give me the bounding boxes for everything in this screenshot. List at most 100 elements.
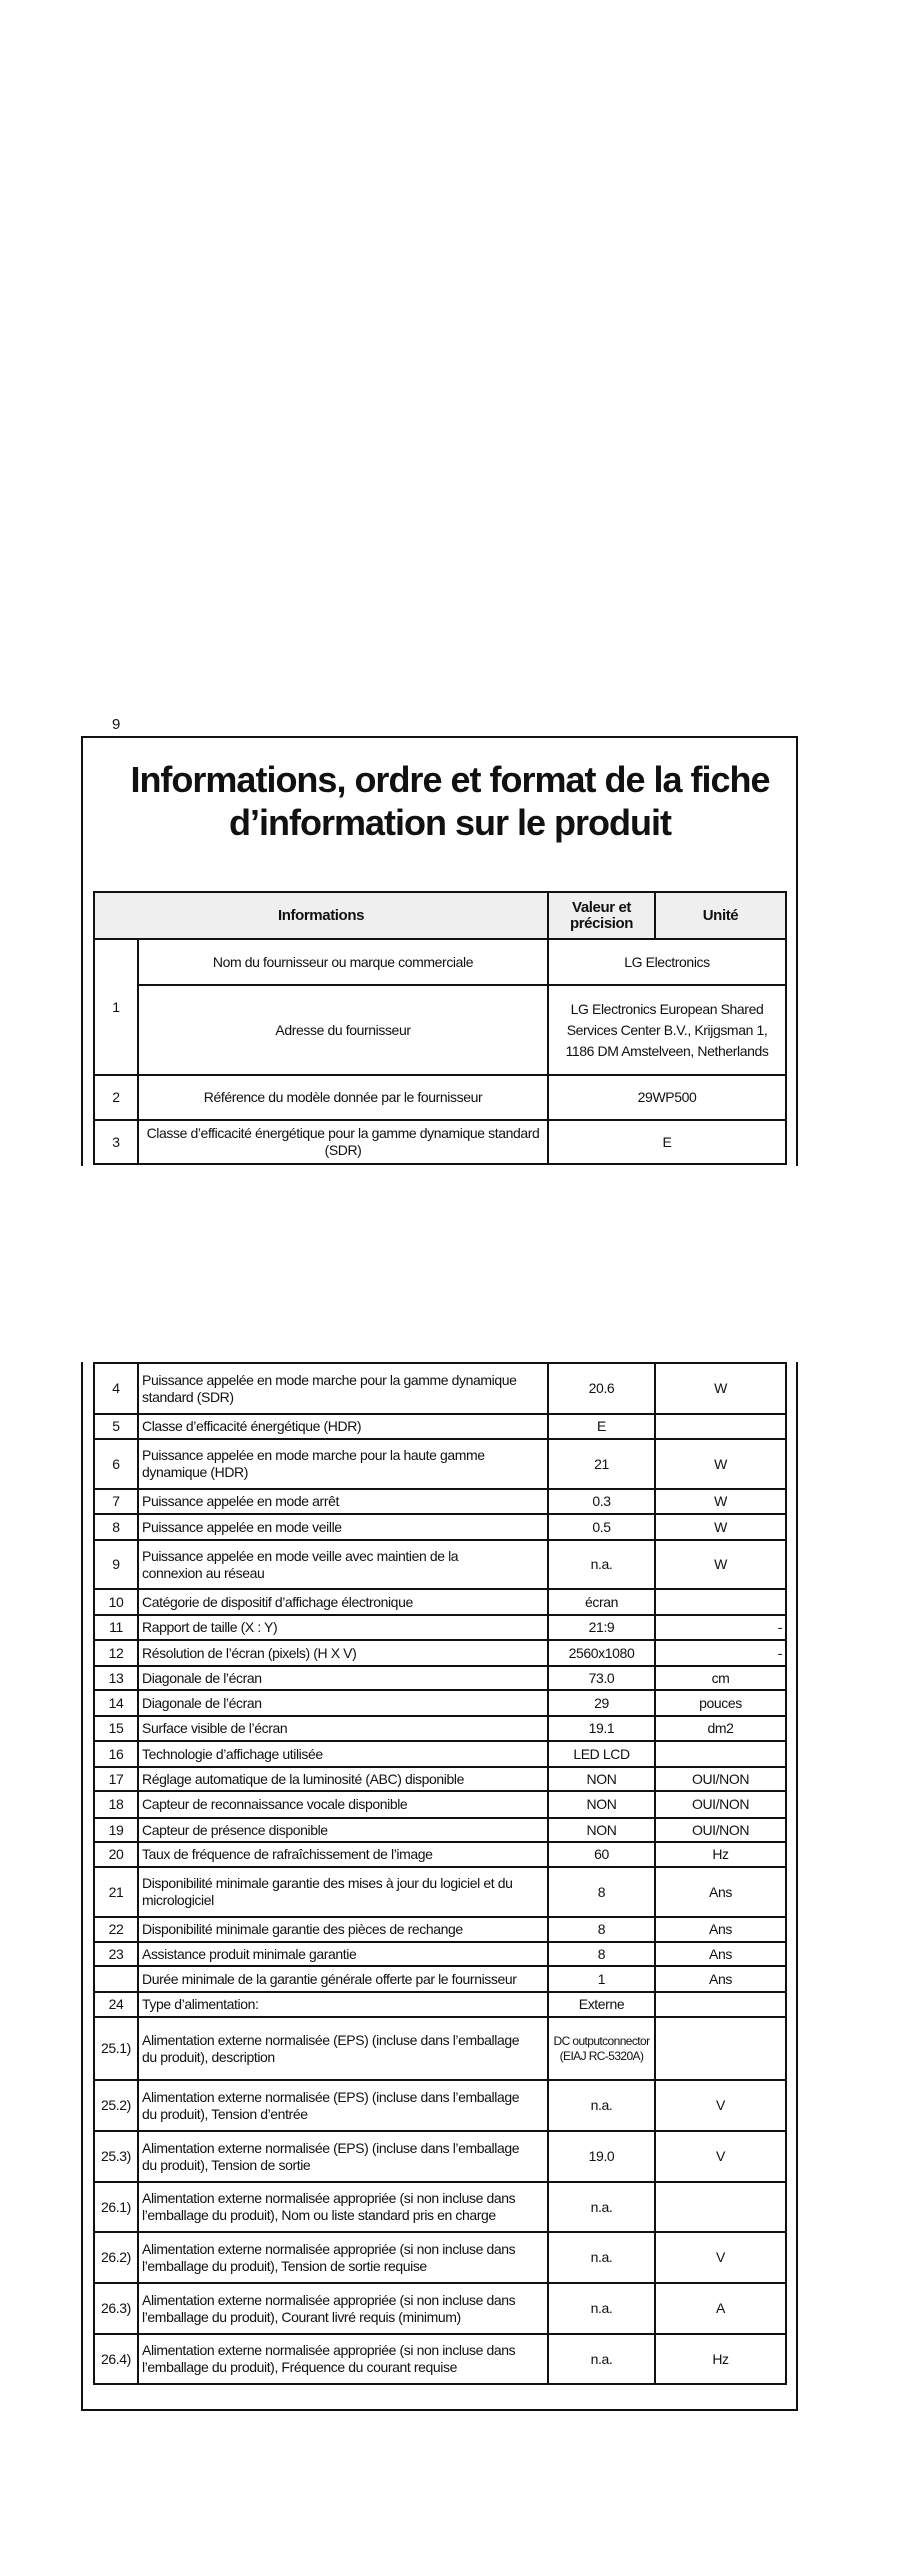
row-description: Alimentation externe normalisée (EPS) (i… — [137, 2079, 549, 2132]
row-value: 21 — [547, 1438, 656, 1490]
row-description: Disponibilité minimale garantie des pièc… — [137, 1916, 549, 1943]
row-value: 1 — [547, 1965, 656, 1993]
row-unit: Ans — [654, 1916, 787, 1943]
row-description: Assistance produit minimale garantie — [137, 1941, 549, 1967]
table-row: 14 Diagonale de l’écran 29 pouces — [93, 1689, 787, 1717]
table-row: 13 Diagonale de l’écran 73.0 cm — [93, 1665, 787, 1691]
row-number: 15 — [93, 1715, 139, 1742]
row-unit: pouces — [654, 1689, 787, 1717]
row-description: Disponibilité minimale garantie des mise… — [137, 1866, 549, 1918]
row-description: Puissance appelée en mode arrêt — [137, 1488, 549, 1515]
row-unit: Hz — [654, 1841, 787, 1868]
table-row: Adresse du fournisseur LG Electronics Eu… — [94, 984, 788, 1076]
table-row: 15 Surface visible de l’écran 19.1 dm2 — [93, 1715, 787, 1742]
row-number: 11 — [93, 1614, 139, 1641]
row-value: 19.1 — [547, 1715, 656, 1742]
row-value: 29 — [547, 1689, 656, 1717]
row-number: 26.1) — [93, 2181, 139, 2233]
row-description: Classe d’efficacité énergétique (HDR) — [137, 1413, 549, 1440]
row-value: 29WP500 — [547, 1074, 788, 1121]
row-description: Technologie d’affichage utilisée — [137, 1740, 549, 1768]
row-value: 20.6 — [547, 1362, 656, 1415]
row-number: 7 — [93, 1488, 139, 1515]
row-description: Alimentation externe normalisée appropri… — [137, 2333, 549, 2385]
row-description: Catégorie de dispositif d’affichage élec… — [137, 1588, 549, 1616]
row-number: 26.2) — [93, 2231, 139, 2284]
row-number: 26.4) — [93, 2333, 139, 2385]
table-row: 9 Puissance appelée en mode veille avec m… — [93, 1539, 787, 1590]
row-number: 25.2) — [93, 2079, 139, 2132]
row-description: Type d’alimentation: — [137, 1991, 549, 2018]
table-row: 16 Technologie d’affichage utilisée LED LC… — [93, 1740, 787, 1768]
row-number: 12 — [93, 1639, 139, 1667]
row-value: DC outputconnector (EIAJ RC-5320A) — [547, 2016, 656, 2081]
row-number: 2 — [93, 1074, 139, 1121]
table-row: 25.2) Alimentation externe normalisée (EP… — [93, 2079, 787, 2132]
table-row: 4 Puissance appelée en mode marche pour l… — [93, 1362, 787, 1415]
page-title: Informations, ordre et format de la fich… — [130, 759, 770, 843]
header-value: Valeur et précision — [547, 891, 657, 940]
table-row: 1 Nom du fournisseur ou marque commercia… — [93, 938, 788, 1076]
page-number: 9 — [112, 716, 121, 733]
row-unit — [654, 2016, 787, 2081]
row-unit: OUI/NON — [654, 1790, 787, 1819]
row-value: n.a. — [547, 2282, 656, 2335]
row-unit: OUI/NON — [654, 1817, 787, 1843]
row-number: 25.1) — [93, 2016, 139, 2081]
row-unit: - — [654, 1639, 787, 1667]
row-value: LG Electronics European Shared Services … — [547, 984, 788, 1076]
row-value: 2560x1080 — [547, 1639, 656, 1667]
row-description: Adresse du fournisseur — [136, 984, 550, 1076]
table-row: 19 Capteur de présence disponible NON OUI/N… — [93, 1817, 787, 1843]
row-value: n.a. — [547, 2231, 656, 2284]
row-number: 18 — [93, 1790, 139, 1819]
table-header-row: Informations Valeur et précision Unité — [92, 891, 788, 940]
row-number: 10 — [93, 1588, 139, 1616]
row-unit: dm2 — [654, 1715, 787, 1742]
table-row: 5 Classe d’efficacité énergétique (HDR) E — [93, 1413, 787, 1440]
row-number: 3 — [93, 1119, 139, 1165]
row-value: E — [547, 1413, 656, 1440]
row-value: 73.0 — [547, 1665, 656, 1691]
row-unit: V — [654, 2130, 787, 2183]
row-description: Classe d’efficacité énergétique pour la … — [136, 1119, 550, 1165]
row-value: 8 — [547, 1941, 656, 1967]
row-number: 16 — [93, 1740, 139, 1768]
row-value: n.a. — [547, 2079, 656, 2132]
table-row: 3 Classe d’efficacité énergétique pour l… — [93, 1119, 788, 1165]
row-unit: - — [654, 1614, 787, 1641]
row-unit: W — [654, 1362, 787, 1415]
row-value: n.a. — [547, 2333, 656, 2385]
row-number: 20 — [93, 1841, 139, 1868]
table-row: 17 Réglage automatique de la luminosité (… — [93, 1766, 787, 1792]
table-row: 20 Taux de fréquence de rafraîchissement … — [93, 1841, 787, 1868]
row-unit: Ans — [654, 1965, 787, 1993]
row-value: E — [547, 1119, 788, 1165]
row-value: 0.3 — [547, 1488, 656, 1515]
row-number: 8 — [93, 1513, 139, 1541]
row-description: Alimentation externe normalisée appropri… — [137, 2231, 549, 2284]
row-value: 8 — [547, 1866, 656, 1918]
row-value: 19.0 — [547, 2130, 656, 2183]
product-info-table-part2: 4 Puissance appelée en mode marche pour l… — [93, 1362, 787, 2385]
row-description: Diagonale de l’écran — [137, 1665, 549, 1691]
row-value: LG Electronics — [547, 938, 788, 986]
row-unit: cm — [654, 1665, 787, 1691]
row-unit: W — [654, 1488, 787, 1515]
row-unit: Ans — [654, 1866, 787, 1918]
table-row: 10 Catégorie de dispositif d’affichage él… — [93, 1588, 787, 1616]
row-unit: Ans — [654, 1941, 787, 1967]
table-row: 2 Référence du modèle donnée par le four… — [93, 1074, 788, 1121]
row-number — [93, 1965, 139, 1993]
row-unit: W — [654, 1539, 787, 1590]
row-value: écran — [547, 1588, 656, 1616]
row-description: Puissance appelée en mode veille — [137, 1513, 549, 1541]
header-unit: Unité — [654, 891, 788, 940]
header-informations: Informations — [92, 891, 550, 940]
row-value: 0.5 — [547, 1513, 656, 1541]
table-row: 18 Capteur de reconnaissance vocale dispo… — [93, 1790, 787, 1819]
table-row: 25.1) Alimentation externe normalisée (EP… — [93, 2016, 787, 2081]
product-info-table-part1: Informations Valeur et précision Unité 1… — [92, 891, 788, 1165]
row-unit — [654, 1413, 787, 1440]
table-row: 23 Assistance produit minimale garantie 8 A… — [93, 1941, 787, 1967]
